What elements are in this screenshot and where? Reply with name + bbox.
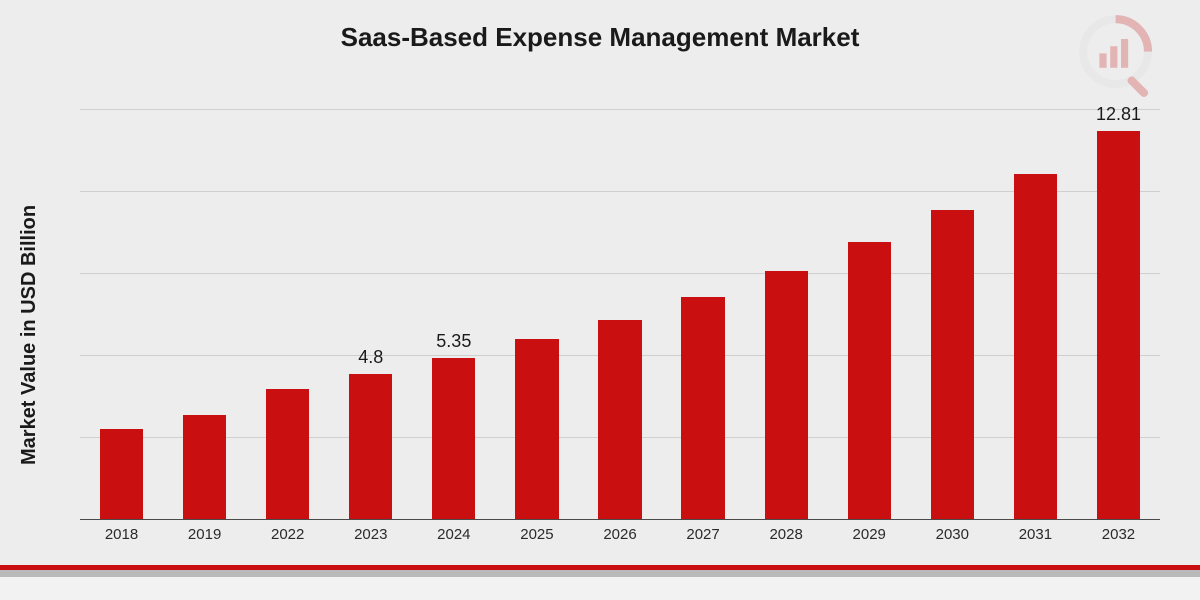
x-tick-label: 2030 [936,526,969,543]
bar-rect [765,271,808,520]
bar [848,242,891,520]
bar-rect [598,320,641,520]
x-tick-label: 2032 [1102,526,1135,543]
x-tick-label: 2031 [1019,526,1052,543]
bar-rect [848,242,891,520]
bar-rect [931,210,974,520]
bar-rect [183,415,226,520]
x-tick-label: 2018 [105,526,138,543]
footer-stripe [0,565,1200,577]
bar [931,210,974,520]
bar-rect [100,429,143,520]
x-tick-label: 2027 [686,526,719,543]
bar-rect [681,297,724,520]
x-tick-label: 2023 [354,526,387,543]
bar-value-label: 5.35 [436,331,471,352]
x-tick-label: 2022 [271,526,304,543]
chart-page: Saas-Based Expense Management Market Mar… [0,0,1200,600]
bar-rect [349,374,392,520]
bar-rect [1014,174,1057,520]
bars-group: 4.8 5.35 12.81 [80,110,1160,520]
chart-title: Saas-Based Expense Management Market [0,22,1200,53]
bar-value-label: 4.8 [358,347,383,368]
bar [183,415,226,520]
bar: 12.81 [1097,131,1140,520]
bar: 4.8 [349,374,392,520]
plot-area: 4.8 5.35 12.81 [80,110,1160,520]
bar [1014,174,1057,520]
bar-rect [266,389,309,520]
bar-rect [1097,131,1140,520]
x-axis-line [80,519,1160,520]
x-tick-label: 2029 [853,526,886,543]
bar-value-label: 12.81 [1096,104,1141,125]
footer-blank [0,577,1200,600]
bar [100,429,143,520]
bar [515,339,558,520]
bar-rect [432,358,475,520]
bar [266,389,309,520]
bar [681,297,724,520]
x-tick-label: 2026 [603,526,636,543]
x-tick-label: 2025 [520,526,553,543]
bar [598,320,641,520]
bar [765,271,808,520]
bar: 5.35 [432,358,475,520]
x-axis-ticks: 2018 2019 2022 2023 2024 2025 2026 2027 2028 2029… [80,526,1160,556]
y-axis-label: Market Value in USD Billion [18,205,41,465]
footer-stripe-grey [0,570,1200,577]
x-tick-label: 2019 [188,526,221,543]
bar-rect [515,339,558,520]
x-tick-label: 2024 [437,526,470,543]
watermark-logo-icon [1076,12,1166,102]
x-tick-label: 2028 [769,526,802,543]
